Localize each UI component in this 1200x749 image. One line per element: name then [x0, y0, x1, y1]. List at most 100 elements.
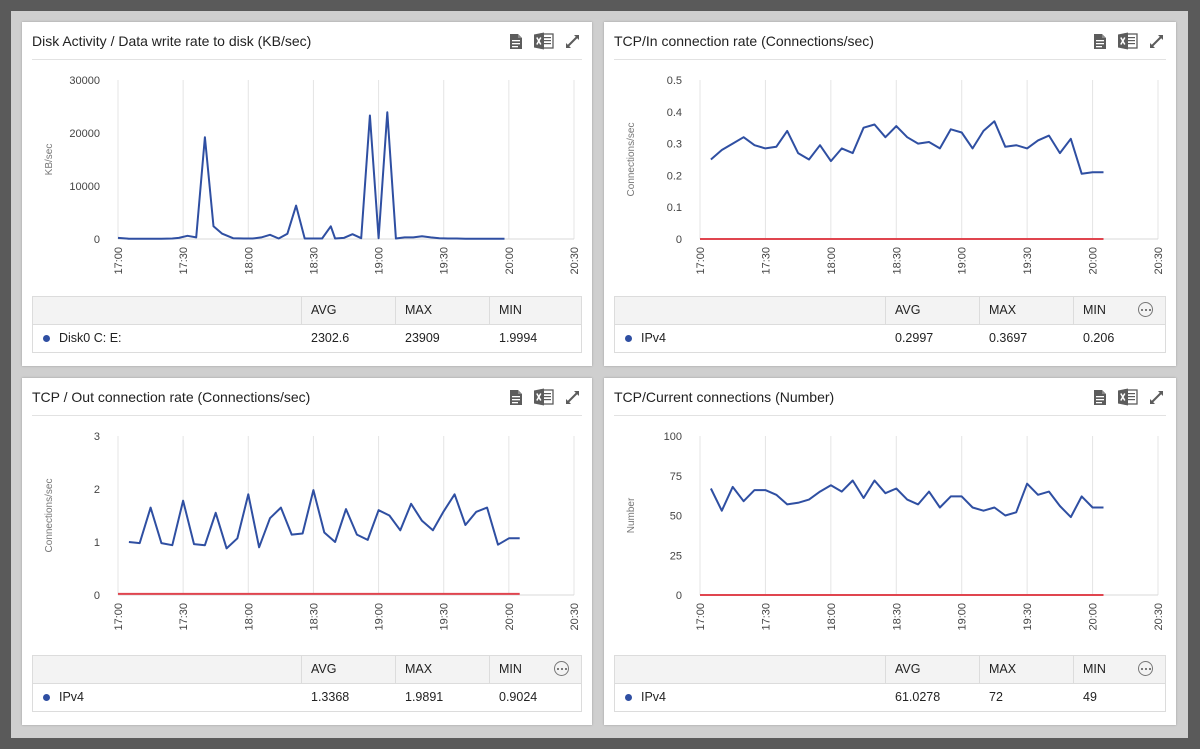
- stats-header-min: MIN: [1083, 662, 1106, 676]
- export-excel-icon[interactable]: [534, 387, 554, 407]
- x-tick-label: 19:30: [1022, 247, 1034, 275]
- line-chart: Connections/sec 17:00 17:30 18:00 18:30 19:00…: [626, 75, 1165, 275]
- y-tick-label: 100: [664, 431, 682, 443]
- stats-data-row[interactable]: IPv4 1.3368 1.9891 0.9024: [33, 684, 581, 711]
- series-name: IPv4: [641, 331, 667, 345]
- x-tick-label: 20:00: [504, 247, 516, 275]
- y-axis-label: KB/sec: [44, 144, 55, 176]
- y-tick-label: 50: [670, 511, 682, 523]
- x-tick-label: 19:30: [1022, 603, 1034, 631]
- export-excel-icon[interactable]: [1118, 31, 1138, 51]
- stats-value-avg: 61.0278: [895, 690, 941, 704]
- stats-value-avg: 2302.6: [311, 331, 350, 345]
- stats-value-avg: 0.2997: [895, 331, 934, 345]
- x-tick-label: 19:00: [374, 603, 386, 631]
- x-tick-label: 17:30: [178, 603, 190, 631]
- x-tick-label: 20:00: [1088, 247, 1100, 275]
- x-tick-label: 18:30: [308, 603, 320, 631]
- x-tick-label: 20:30: [1153, 247, 1165, 275]
- expand-icon[interactable]: [562, 31, 582, 51]
- x-tick-label: 18:00: [243, 247, 255, 275]
- y-tick-label: 1: [94, 537, 100, 549]
- y-tick-label: 3: [94, 431, 100, 443]
- x-tick-label: 20:00: [504, 603, 516, 631]
- x-tick-label: 18:00: [243, 603, 255, 631]
- export-document-icon[interactable]: [1090, 387, 1110, 407]
- stats-header-max: MAX: [989, 303, 1017, 317]
- export-document-icon[interactable]: [1090, 31, 1110, 51]
- expand-icon[interactable]: [1146, 387, 1166, 407]
- title-divider: [32, 59, 582, 60]
- x-tick-label: 17:00: [695, 603, 707, 631]
- y-axis-label: Number: [626, 497, 637, 533]
- series-line[interactable]: [710, 120, 1104, 175]
- more-options-icon[interactable]: [554, 661, 569, 676]
- expand-icon[interactable]: [562, 387, 582, 407]
- y-axis-label: Connections/sec: [626, 123, 637, 197]
- stats-table: AVG MAX MIN IPv4 0.2997 0.3697 0.206: [614, 296, 1166, 353]
- series-name: Disk0 C: E:: [59, 331, 122, 345]
- stats-data-row[interactable]: IPv4 0.2997 0.3697 0.206: [615, 325, 1165, 352]
- y-tick-label: 0: [94, 590, 100, 602]
- more-options-icon[interactable]: [1138, 661, 1153, 676]
- x-tick-label: 18:00: [826, 603, 838, 631]
- y-tick-label: 0.3: [667, 139, 682, 151]
- stats-header-min: MIN: [499, 662, 522, 676]
- x-tick-label: 18:00: [826, 247, 838, 275]
- stats-table: AVG MAX MIN IPv4 1.3368 1.9891 0.9024: [32, 655, 582, 712]
- line-chart: KB/sec 17:00 17:30 18:00 18:30 19:00 19:30 20:0…: [44, 75, 581, 275]
- series-line[interactable]: [128, 489, 520, 550]
- stats-header-row: AVG MAX MIN: [33, 656, 581, 684]
- panel-title: Disk Activity / Data write rate to disk …: [32, 33, 312, 49]
- x-tick-label: 20:30: [569, 247, 581, 275]
- x-tick-label: 19:30: [439, 603, 451, 631]
- series-color-dot: [625, 335, 632, 342]
- panel-toolbar: [506, 31, 582, 51]
- stats-header-max: MAX: [405, 662, 433, 676]
- y-tick-label: 0.2: [667, 170, 682, 182]
- column-divider: [979, 656, 980, 683]
- more-options-icon[interactable]: [1138, 302, 1153, 317]
- panel-toolbar: [1090, 31, 1166, 51]
- column-divider: [395, 656, 396, 683]
- export-document-icon[interactable]: [506, 387, 526, 407]
- series-line[interactable]: [710, 479, 1104, 519]
- stats-header-max: MAX: [405, 303, 433, 317]
- stats-header-min: MIN: [1083, 303, 1106, 317]
- stats-header-avg: AVG: [311, 662, 337, 676]
- y-tick-label: 0.1: [667, 202, 682, 214]
- stats-value-avg: 1.3368: [311, 690, 350, 704]
- stats-value-max: 0.3697: [989, 331, 1028, 345]
- line-chart: Number 17:00 17:30 18:00 18:30 19:00 19:30 20:0…: [626, 431, 1165, 631]
- expand-icon[interactable]: [1146, 31, 1166, 51]
- series-name: IPv4: [641, 690, 667, 704]
- column-divider: [885, 297, 886, 324]
- export-document-icon[interactable]: [506, 31, 526, 51]
- export-excel-icon[interactable]: [534, 31, 554, 51]
- series-color-dot: [43, 335, 50, 342]
- panel-tcp-current-connections: TCP/Current connections (Number) Number 17…: [604, 378, 1176, 725]
- line-chart: Connections/sec 17:00 17:30 18:00 18:30 19:00…: [44, 431, 581, 631]
- stats-header-min: MIN: [499, 303, 522, 317]
- series-line[interactable]: [117, 111, 505, 240]
- column-divider: [301, 297, 302, 324]
- stats-value-max: 23909: [405, 331, 440, 345]
- y-tick-label: 0.5: [667, 75, 682, 87]
- panel-title: TCP / Out connection rate (Connections/s…: [32, 389, 311, 405]
- export-excel-icon[interactable]: [1118, 387, 1138, 407]
- x-tick-label: 19:00: [374, 247, 386, 275]
- x-tick-label: 19:00: [957, 603, 969, 631]
- x-tick-label: 17:00: [113, 247, 125, 275]
- x-tick-label: 20:00: [1088, 603, 1100, 631]
- stats-data-row[interactable]: Disk0 C: E: 2302.6 23909 1.9994: [33, 325, 581, 352]
- column-divider: [885, 656, 886, 683]
- title-divider: [32, 415, 582, 416]
- column-divider: [1073, 297, 1074, 324]
- panel-disk-write-rate: Disk Activity / Data write rate to disk …: [22, 22, 592, 366]
- stats-header-row: AVG MAX MIN: [615, 297, 1165, 325]
- x-tick-label: 19:30: [439, 247, 451, 275]
- y-tick-label: 0: [676, 590, 682, 602]
- column-divider: [1073, 656, 1074, 683]
- title-divider: [614, 59, 1166, 60]
- stats-data-row[interactable]: IPv4 61.0278 72 49: [615, 684, 1165, 711]
